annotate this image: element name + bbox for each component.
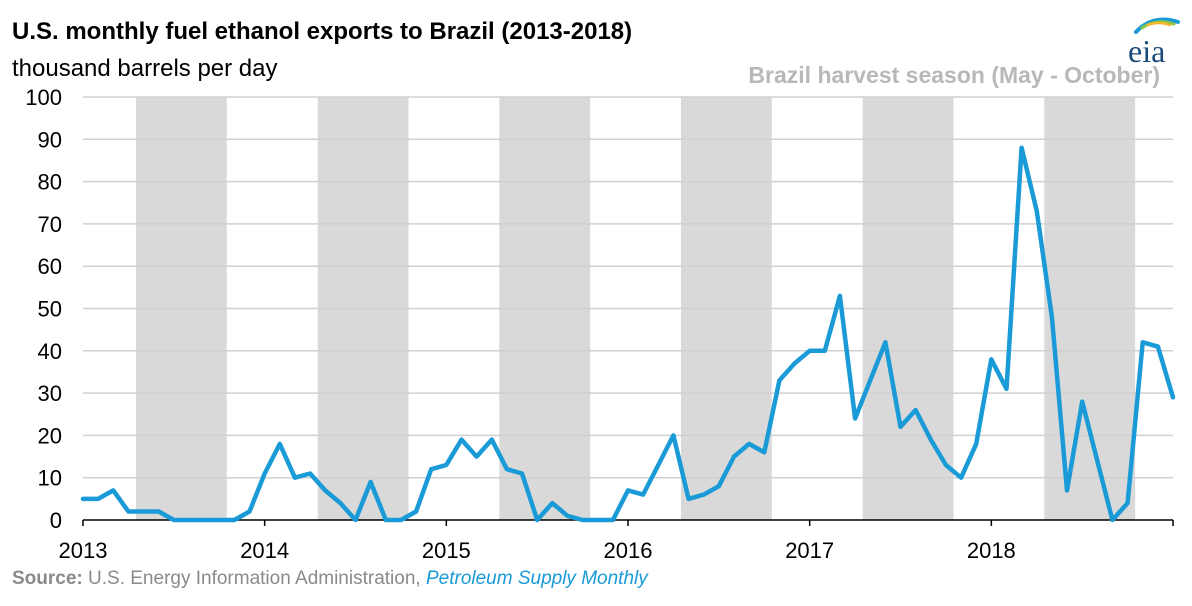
y-tick-label: 60 [38, 254, 62, 279]
logo-text: eia [1128, 33, 1165, 69]
source-link[interactable]: Petroleum Supply Monthly [425, 568, 648, 589]
source-note: Source: U.S. Energy Information Administ… [12, 568, 648, 590]
y-tick-label: 10 [38, 466, 62, 491]
y-axis-tick-labels: 0 10 20 30 40 50 60 70 80 90 100 [25, 85, 62, 533]
x-tick-label: 2018 [967, 538, 1016, 563]
x-tick-label: 2014 [240, 538, 289, 563]
y-tick-label: 50 [38, 297, 62, 322]
eia-logo: eia [1128, 17, 1180, 69]
x-tick-label: 2016 [604, 538, 653, 563]
source-label: Source: [12, 568, 83, 589]
y-tick-label: 70 [38, 212, 62, 237]
gridlines [83, 96, 1173, 479]
y-tick-label: 30 [38, 381, 62, 406]
y-tick-label: 80 [38, 170, 62, 195]
x-tick-label: 2017 [785, 538, 834, 563]
source-text: U.S. Energy Information Administration, [82, 568, 426, 589]
harvest-season-legend: Brazil harvest season (May - October) [748, 62, 1160, 88]
x-tick-label: 2013 [59, 538, 108, 563]
y-tick-label: 100 [25, 85, 62, 110]
x-tick-label: 2015 [422, 538, 471, 563]
chart-title: U.S. monthly fuel ethanol exports to Bra… [12, 18, 633, 45]
logo-arc-blue [1134, 17, 1180, 34]
series-lines [80, 145, 1176, 523]
y-tick-label: 0 [50, 508, 62, 533]
x-axis: 2013 2014 2015 2016 2017 2018 [59, 519, 1174, 563]
chart-subtitle: thousand barrels per day [12, 55, 278, 82]
series-line [80, 145, 1176, 523]
y-tick-label: 90 [38, 127, 62, 152]
logo-arc-yellow [1146, 21, 1172, 27]
y-tick-label: 40 [38, 339, 62, 364]
y-tick-label: 20 [38, 423, 62, 448]
